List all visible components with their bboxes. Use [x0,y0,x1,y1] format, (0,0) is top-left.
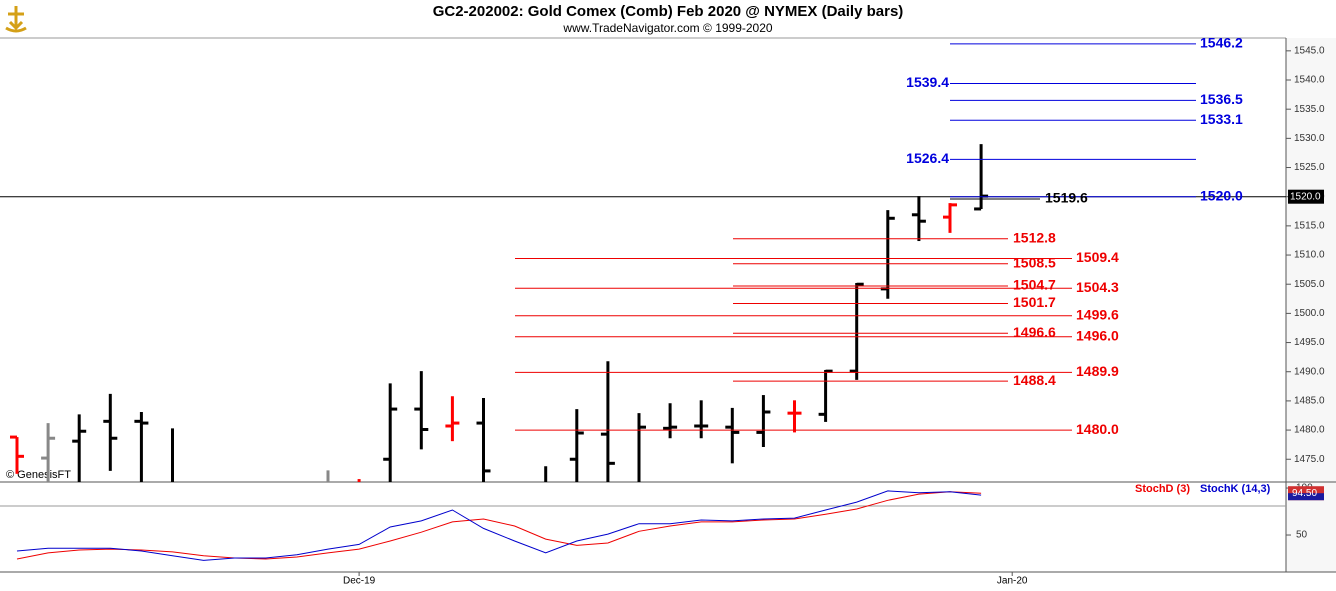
y-tick-label: 1535.0 [1294,104,1325,115]
level-label: 1508.5 [1013,254,1056,270]
level-label: 1526.4 [906,150,949,166]
credit: © GenesisFT [6,469,71,481]
level-label: 1539.4 [906,74,949,90]
stoch-line [16,490,982,561]
legend-entry: StochK (14,3) [1200,483,1271,495]
y-tick-label: 1505.0 [1294,279,1325,290]
legend-entry: StochD (3) [1135,483,1190,495]
y-tick-label: 1540.0 [1294,75,1325,86]
level-label: 1504.3 [1076,279,1119,295]
level-label: 1519.6 [1045,190,1088,206]
y-tick-label: 50 [1296,530,1308,541]
level-label: 1480.0 [1076,421,1119,437]
bars [10,144,989,482]
x-tick-label: Dec-19 [343,576,376,587]
y-tick-label: 1475.0 [1294,454,1325,465]
stoch-line [16,491,982,560]
y-tick-label: 1510.0 [1294,250,1325,261]
level-label: 1546.2 [1200,35,1243,51]
y-tick-label: 1495.0 [1294,337,1325,348]
y-tick-label: 1545.0 [1294,45,1325,56]
axis-area [1286,38,1336,572]
level-label: 1501.7 [1013,294,1056,310]
last-price-box [1288,189,1324,204]
last-value-label: 94.50 [1292,488,1317,499]
last-price-label: 1520.0 [1290,191,1321,202]
level-label: 1489.9 [1076,363,1119,379]
y-tick-label: 1500.0 [1294,308,1325,319]
chart-title: GC2-202002: Gold Comex (Comb) Feb 2020 @… [433,3,904,20]
y-tick-label: 1480.0 [1294,425,1325,436]
level-label: 1496.6 [1013,324,1056,340]
y-tick-label: 1530.0 [1294,133,1325,144]
level-label: 1533.1 [1200,111,1243,127]
logo [5,6,27,33]
level-label: 1509.4 [1076,249,1119,265]
level-label: 1496.0 [1076,327,1119,343]
last-value-box-lower [1288,493,1324,501]
y-tick-label: 1485.0 [1294,396,1325,407]
level-label: 1512.8 [1013,229,1056,245]
chart-subtitle: www.TradeNavigator.com © 1999-2020 [562,21,772,35]
level-label: 1504.7 [1013,277,1056,293]
y-tick-label: 1515.0 [1294,221,1325,232]
y-tick-label: 1490.0 [1294,366,1325,377]
level-label: 1536.5 [1200,91,1243,107]
x-tick-label: Jan-20 [997,576,1028,587]
y-tick-label: 1525.0 [1294,162,1325,173]
level-label: 1499.6 [1076,306,1119,322]
level-label: 1488.4 [1013,372,1056,388]
level-label: 1520.0 [1200,187,1243,203]
